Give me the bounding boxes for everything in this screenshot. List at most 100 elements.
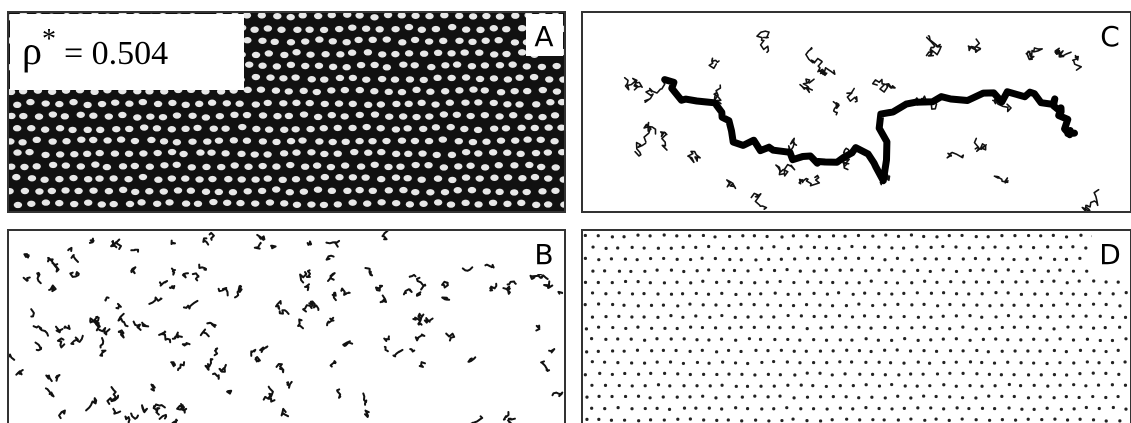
particle <box>181 175 189 181</box>
particle <box>377 199 385 205</box>
particle <box>1053 396 1056 399</box>
particle <box>433 152 441 158</box>
particle <box>832 234 835 237</box>
particle <box>760 407 763 410</box>
particle <box>897 235 900 238</box>
particle <box>243 87 251 93</box>
particle <box>238 124 246 130</box>
particle <box>1013 326 1016 329</box>
particle <box>153 125 161 131</box>
particle <box>883 303 886 306</box>
particle <box>812 407 815 410</box>
particle <box>68 127 76 133</box>
particle <box>287 62 295 68</box>
particle <box>279 100 287 106</box>
particle <box>27 201 35 207</box>
particle <box>857 302 860 305</box>
particle <box>843 235 846 238</box>
particle <box>133 114 141 120</box>
particle <box>948 257 951 260</box>
particle <box>371 111 379 117</box>
particle <box>928 362 931 365</box>
particle <box>538 188 546 194</box>
particle <box>753 234 756 237</box>
particle <box>1027 234 1030 237</box>
particle <box>524 114 532 120</box>
particle <box>474 127 482 133</box>
particle <box>839 338 842 341</box>
particle <box>720 314 723 317</box>
particle <box>779 280 782 283</box>
particle <box>1059 337 1062 340</box>
particle <box>714 326 717 329</box>
particle <box>948 327 951 330</box>
particle <box>355 12 363 18</box>
particle <box>42 199 50 205</box>
particle <box>263 151 271 157</box>
particle <box>806 396 809 399</box>
particle <box>1052 304 1055 307</box>
particle <box>83 151 91 157</box>
particle <box>883 349 886 352</box>
particle <box>110 201 118 207</box>
particle <box>688 234 691 237</box>
particle <box>949 280 952 283</box>
particle <box>857 257 860 260</box>
particle <box>301 163 309 169</box>
particle <box>734 339 737 342</box>
particle <box>468 187 476 193</box>
particle <box>916 385 919 388</box>
particle <box>291 126 299 132</box>
particle <box>806 327 809 330</box>
particle <box>772 407 775 410</box>
particle <box>448 24 456 30</box>
particle <box>105 113 113 119</box>
particle <box>948 303 951 306</box>
particle <box>597 234 600 237</box>
particle <box>722 247 725 250</box>
particle <box>208 100 216 106</box>
particle <box>844 257 847 260</box>
particle <box>877 315 880 318</box>
particle <box>481 164 489 170</box>
particle <box>476 175 484 181</box>
particle <box>398 39 406 45</box>
particle <box>982 338 985 341</box>
particle <box>412 87 420 93</box>
particle <box>1033 408 1036 411</box>
particle <box>826 293 829 296</box>
particle <box>251 200 259 206</box>
particle <box>696 361 699 364</box>
particle <box>252 52 260 58</box>
particle <box>746 315 749 318</box>
particle <box>125 151 133 157</box>
particle <box>109 175 117 181</box>
particle <box>350 149 358 155</box>
particle <box>83 102 91 108</box>
particle <box>298 12 306 18</box>
particle <box>125 101 133 107</box>
particle <box>392 151 400 157</box>
particle <box>878 361 881 364</box>
particle <box>1001 280 1004 283</box>
particle <box>70 201 78 207</box>
particle <box>207 149 215 155</box>
particle <box>117 136 125 142</box>
particle <box>1053 418 1056 421</box>
particle <box>663 418 666 421</box>
particle <box>969 360 972 363</box>
particle <box>786 384 789 387</box>
particle <box>915 245 918 248</box>
particle <box>994 384 997 387</box>
particle <box>624 280 627 283</box>
particle <box>215 189 223 195</box>
particle <box>754 258 757 261</box>
particle <box>739 303 742 306</box>
particle <box>727 418 730 421</box>
particle <box>676 418 679 421</box>
particle <box>361 174 369 180</box>
particle <box>307 149 315 155</box>
particle <box>682 362 685 365</box>
particle <box>772 315 775 318</box>
particle <box>392 101 400 107</box>
